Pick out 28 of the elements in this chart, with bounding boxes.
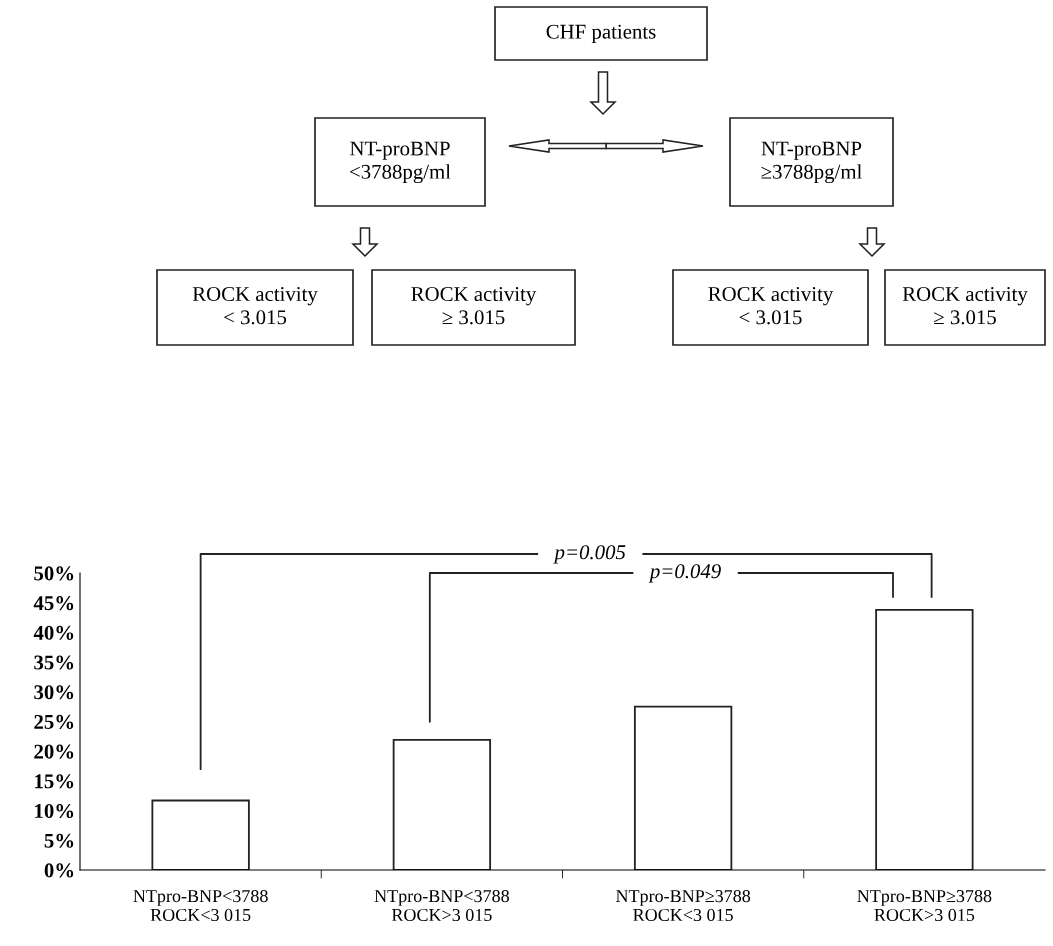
bar bbox=[151, 799, 250, 870]
text: p=0.005 bbox=[553, 545, 626, 564]
text: NT-proBNP ≥3788pg/ml bbox=[761, 141, 862, 184]
bar bbox=[633, 705, 733, 870]
y-tick-label: 40% bbox=[33, 625, 74, 640]
text: NT-proBNP <3788pg/ml bbox=[350, 141, 451, 184]
text: ROCK activity ≥ 3.015 bbox=[902, 287, 1028, 325]
y-tick-label: 35% bbox=[34, 655, 74, 670]
y-tick-label: 20% bbox=[34, 744, 74, 759]
x-tick-label: NTpro-BNP≥3788 ROCK<3 015 bbox=[616, 889, 751, 922]
bar bbox=[875, 608, 974, 870]
y-tick-label: 50% bbox=[34, 566, 74, 581]
y-tick-label: 0% bbox=[44, 863, 74, 878]
y-tick-label: 25% bbox=[34, 714, 74, 729]
text: CHF patients bbox=[546, 24, 656, 43]
y-tick-label: 10% bbox=[35, 803, 74, 819]
y-tick-label: 45% bbox=[33, 596, 74, 611]
annotation: p=0.049 bbox=[648, 564, 721, 583]
text: ROCK activity < 3.015 bbox=[708, 287, 834, 325]
y-tick-label: 30% bbox=[34, 685, 74, 700]
x-tick-label: NTpro-BNP<3788 ROCK>3 015 bbox=[374, 889, 509, 922]
bar bbox=[392, 739, 492, 870]
y-tick-label: 15% bbox=[35, 774, 74, 789]
y-tick-label: 5% bbox=[44, 833, 74, 848]
x-tick-label: NTpro-BNP≥3788 ROCK>3 015 bbox=[857, 889, 992, 922]
x-tick-label: NTpro-BNP<3788 ROCK<3 015 bbox=[133, 889, 268, 922]
text: ROCK activity ≥ 3.015 bbox=[411, 287, 537, 325]
text: ROCK activity < 3.015 bbox=[192, 287, 318, 325]
